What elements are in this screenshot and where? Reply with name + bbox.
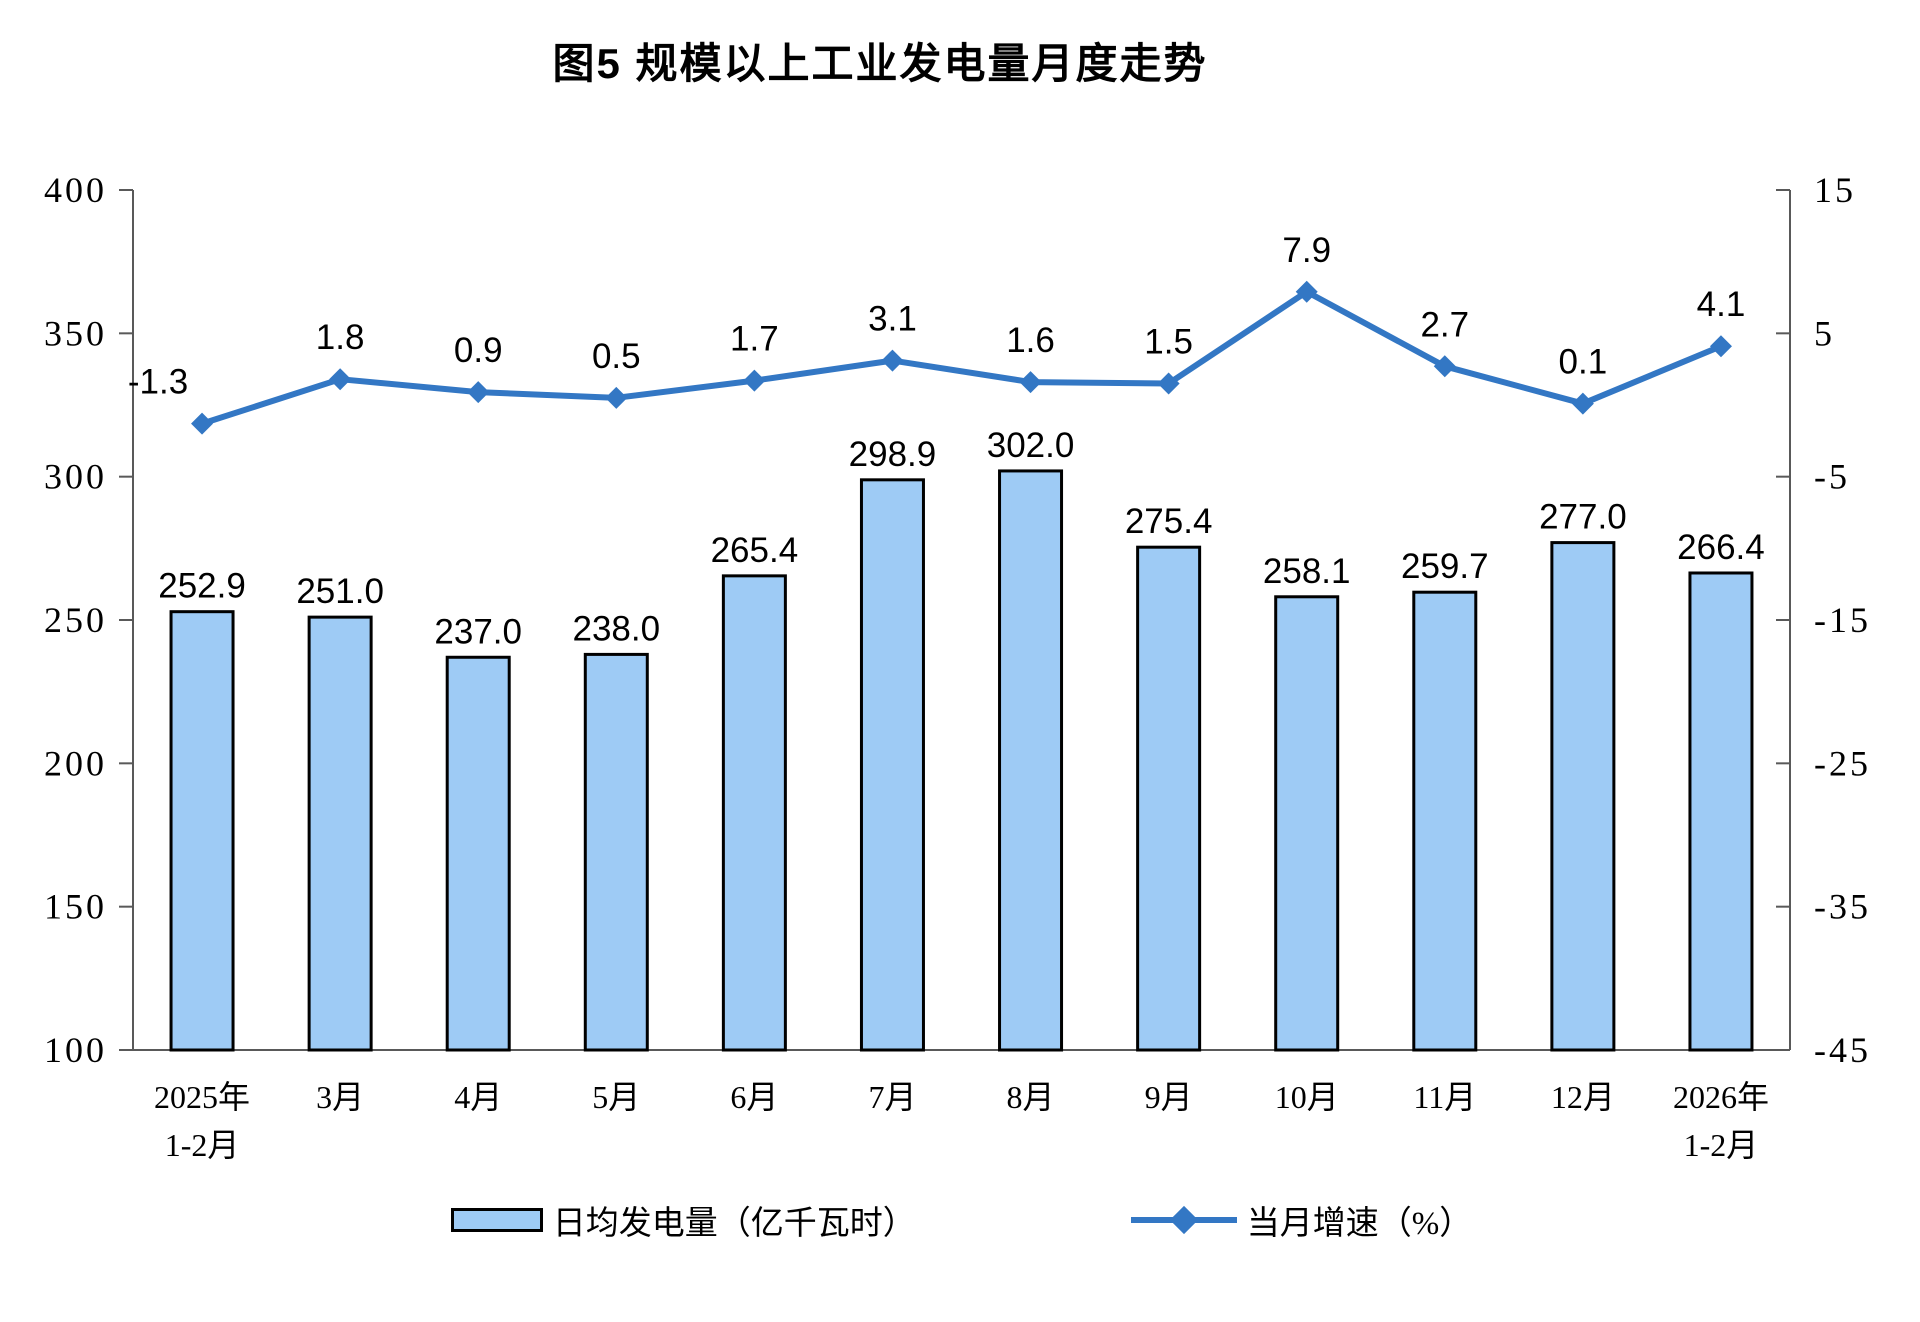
line-series-swatch xyxy=(1130,1205,1237,1235)
bar-value-label: 238.0 xyxy=(572,609,660,648)
bar-series-label: 日均发电量（亿千瓦时） xyxy=(552,1206,916,1242)
x-category-label: 11月 xyxy=(1413,1079,1476,1115)
line-diamond-marker xyxy=(1157,372,1180,395)
bar-value-label: 277.0 xyxy=(1539,498,1627,537)
y-right-tick-label: 15 xyxy=(1814,170,1856,210)
line-value-label: 1.7 xyxy=(730,320,779,359)
line-value-label: 1.5 xyxy=(1144,323,1193,362)
line-diamond-marker xyxy=(1433,355,1456,378)
line-value-label: 3.1 xyxy=(868,300,917,339)
bar xyxy=(1412,590,1478,1052)
bar-value-label: 252.9 xyxy=(158,567,246,606)
x-category-label: 5月 xyxy=(592,1079,640,1115)
line-diamond-marker xyxy=(1571,392,1594,415)
y-left-tick-label: 350 xyxy=(44,313,107,353)
bar-value-label: 265.4 xyxy=(711,531,799,570)
y-left-tick-label: 250 xyxy=(44,600,107,640)
y-right-tick-label: -5 xyxy=(1814,457,1850,497)
line-diamond-marker xyxy=(743,369,766,392)
bar-value-label: 266.4 xyxy=(1677,528,1765,567)
x-category-label: 7月 xyxy=(868,1079,916,1115)
y-right-tick-label: -15 xyxy=(1814,600,1871,640)
line-diamond-marker xyxy=(467,381,490,404)
bar-value-label: 251.0 xyxy=(296,572,384,611)
line-diamond-marker xyxy=(1295,280,1318,303)
bar xyxy=(169,610,235,1052)
line-series-label: 当月增速（%） xyxy=(1246,1206,1473,1242)
x-category-label: 6月 xyxy=(730,1079,778,1115)
y-left-tick-label: 300 xyxy=(44,457,107,497)
bar xyxy=(998,469,1064,1052)
y-left-tick-label: 200 xyxy=(44,743,107,783)
line-diamond-marker xyxy=(605,386,628,409)
bar xyxy=(721,574,787,1052)
x-category-label: 2026年 1-2月 xyxy=(1673,1079,1769,1163)
x-category-label: 10月 xyxy=(1275,1079,1339,1115)
growth-line xyxy=(199,288,1724,427)
y-left-tick-label: 150 xyxy=(44,887,107,927)
bar xyxy=(1136,545,1202,1052)
line-value-label: 0.5 xyxy=(592,337,641,376)
chart-title: 图5 规模以上工业发电量月度走势 xyxy=(552,40,1208,87)
line-swatch-diamond-marker xyxy=(1169,1205,1198,1235)
y-right-tick-label: -25 xyxy=(1814,743,1871,783)
line-diamond-marker xyxy=(191,412,214,435)
bar xyxy=(583,652,649,1052)
bar-value-label: 258.1 xyxy=(1263,552,1351,591)
bar-value-label: 275.4 xyxy=(1125,502,1213,541)
y-left-tick-label: 100 xyxy=(44,1030,107,1070)
bar-value-label: 259.7 xyxy=(1401,547,1489,586)
x-category-label: 9月 xyxy=(1145,1079,1193,1115)
y-right-tick-label: 5 xyxy=(1814,313,1835,353)
line-diamond-marker xyxy=(1709,335,1732,358)
x-category-label: 8月 xyxy=(1007,1079,1055,1115)
bar xyxy=(1274,595,1340,1052)
line-diamond-marker xyxy=(881,349,904,372)
x-category-label: 12月 xyxy=(1551,1079,1615,1115)
legend-item-bar-series: 日均发电量（亿千瓦时） xyxy=(450,1196,916,1244)
line-value-label: 4.1 xyxy=(1697,285,1746,324)
line-value-label: 2.7 xyxy=(1420,305,1469,344)
legend-item-line-series: 当月增速（%） xyxy=(1130,1196,1473,1244)
y-right-tick-label: -45 xyxy=(1814,1030,1871,1070)
line-value-label: 7.9 xyxy=(1282,231,1331,270)
x-category-label: 3月 xyxy=(316,1079,364,1115)
line-value-label: 0.9 xyxy=(454,331,503,370)
legend: 日均发电量（亿千瓦时） 当月增速（%） xyxy=(133,1196,1790,1244)
bar xyxy=(859,478,925,1052)
line-diamond-marker xyxy=(329,368,352,391)
bar-value-label: 298.9 xyxy=(849,435,937,474)
line-value-label: 1.6 xyxy=(1006,321,1055,360)
bar xyxy=(1688,571,1754,1052)
bar xyxy=(445,655,511,1052)
line-value-label: 1.8 xyxy=(316,318,365,357)
line-diamond-marker xyxy=(1019,371,1042,394)
y-left-tick-label: 400 xyxy=(44,170,107,210)
y-right-tick-label: -35 xyxy=(1814,887,1871,927)
bar xyxy=(1550,541,1616,1052)
x-category-label: 2025年 1-2月 xyxy=(154,1079,250,1163)
bar-series-swatch xyxy=(450,1208,543,1232)
bar-value-label: 237.0 xyxy=(434,612,522,651)
line-value-label: -1.3 xyxy=(128,363,188,402)
bar xyxy=(307,615,373,1052)
line-value-label: 0.1 xyxy=(1559,343,1608,382)
bar-value-label: 302.0 xyxy=(987,426,1075,465)
x-category-label: 4月 xyxy=(454,1079,502,1115)
